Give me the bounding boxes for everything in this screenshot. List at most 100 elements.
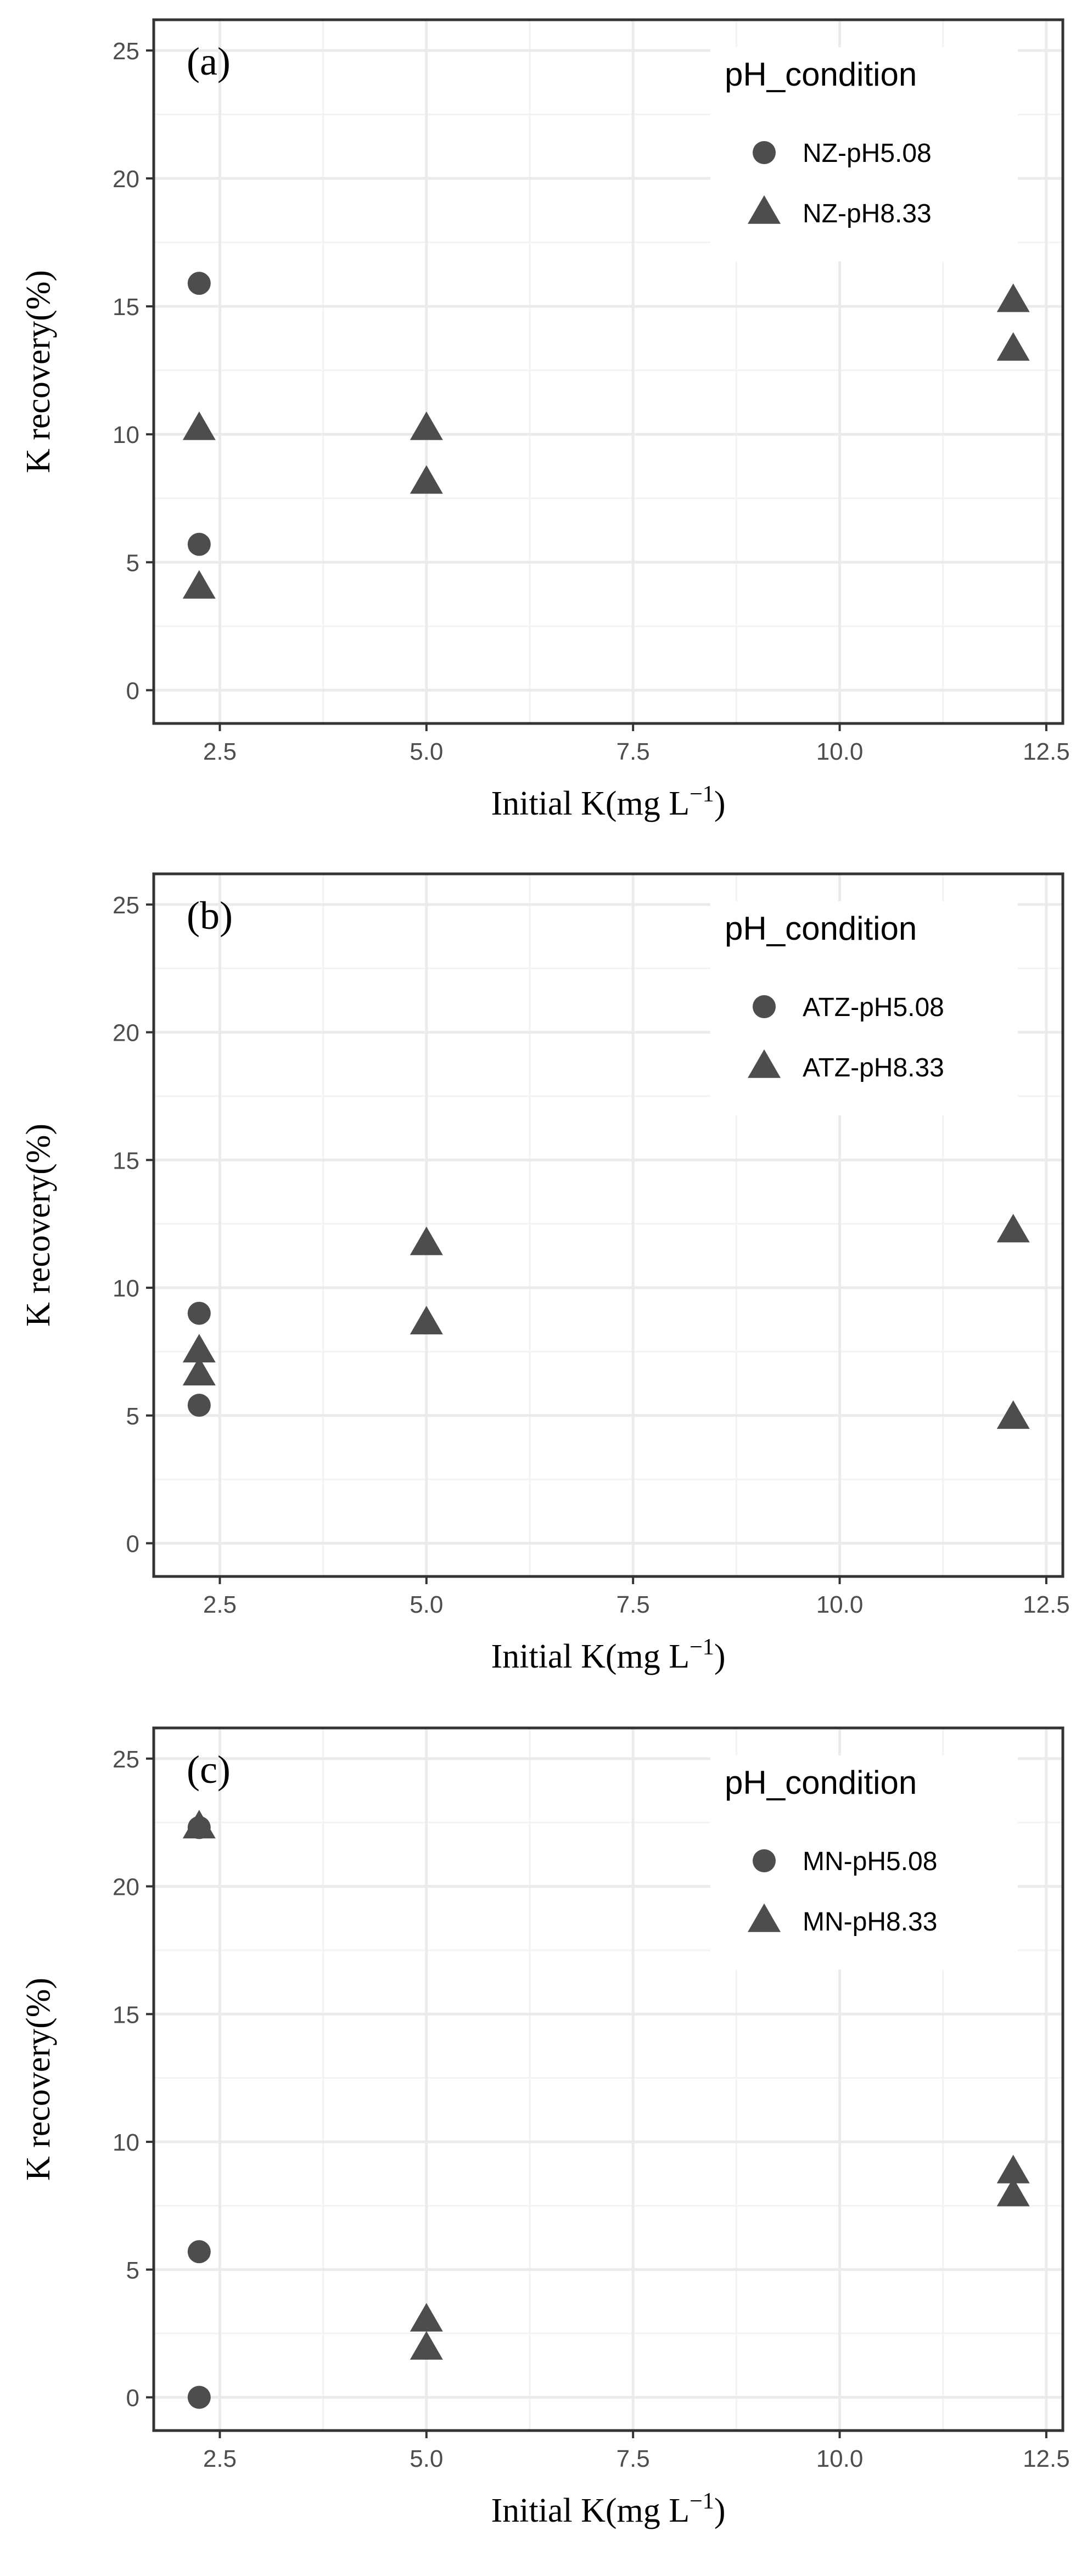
y-tick-label: 20 xyxy=(113,1874,139,1901)
y-tick-label: 20 xyxy=(113,166,139,193)
legend-title: pH_condition xyxy=(725,910,917,947)
x-axis: 2.5 5.0 7.5 10.0 12.5 xyxy=(203,1576,1070,1618)
data-point-triangle xyxy=(410,465,443,494)
y-axis: 0 5 10 15 20 25 xyxy=(113,1746,154,2411)
data-point-circle xyxy=(187,532,211,556)
legend-entry-label: MN-pH8.33 xyxy=(803,1907,937,1937)
data-point-triangle xyxy=(996,1214,1030,1243)
y-tick-label: 25 xyxy=(113,892,139,919)
data-point-triangle xyxy=(996,283,1030,312)
x-tick-label: 10.0 xyxy=(816,2445,864,2472)
x-axis: 2.5 5.0 7.5 10.0 12.5 xyxy=(203,2431,1070,2472)
x-axis-title-close: ) xyxy=(714,1638,726,1675)
x-axis-title-text: Initial K(mg L xyxy=(491,785,690,822)
x-tick-label: 12.5 xyxy=(1023,2445,1070,2472)
x-axis-title: Initial K(mg L−1) xyxy=(491,782,726,822)
x-axis: 2.5 5.0 7.5 10.0 12.5 xyxy=(203,723,1070,765)
x-tick-label: 2.5 xyxy=(203,1591,237,1618)
data-point-triangle xyxy=(996,1400,1030,1429)
data-point-triangle xyxy=(182,1334,216,1363)
legend-entry-label: NZ-pH8.33 xyxy=(803,199,932,228)
x-tick-label: 2.5 xyxy=(203,738,237,765)
panel-border xyxy=(152,1726,1064,2432)
y-axis: 0 5 10 15 20 25 xyxy=(113,38,154,704)
legend-key-circle xyxy=(753,141,776,164)
x-axis-title-superscript: −1 xyxy=(690,1635,714,1660)
x-tick-label: 5.0 xyxy=(410,738,443,765)
panel-label: (b) xyxy=(187,894,233,938)
data-point-triangle xyxy=(410,1226,443,1255)
data-point-triangle xyxy=(996,332,1030,361)
x-tick-label: 12.5 xyxy=(1023,738,1070,765)
y-tick-label: 5 xyxy=(126,549,139,576)
legend: pH_condition ATZ-pH5.08 ATZ-pH8.33 xyxy=(710,901,1018,1115)
y-tick-label: 10 xyxy=(113,422,139,448)
y-axis: 0 5 10 15 20 25 xyxy=(113,892,154,1557)
x-axis-title-close: ) xyxy=(714,785,726,822)
chart-panel-b: 0 5 10 15 20 25 2.5 5.0 7.5 10.0 12.5 Initial K(mg … xyxy=(20,872,1070,1675)
legend-entry-label: NZ-pH5.08 xyxy=(803,139,932,168)
data-point-triangle xyxy=(182,1357,216,1386)
y-tick-label: 0 xyxy=(126,677,139,704)
data-point-circle xyxy=(187,1301,211,1325)
x-axis-title-superscript: −1 xyxy=(690,782,714,807)
x-tick-label: 7.5 xyxy=(617,2445,650,2472)
series-MN-pH8.33 xyxy=(182,1810,1030,2360)
legend-entry-label: ATZ-pH5.08 xyxy=(803,993,944,1022)
data-points xyxy=(182,272,1030,599)
x-axis-title-superscript: −1 xyxy=(690,2489,714,2514)
y-axis-title: K recovery(%) xyxy=(20,1978,57,2181)
y-tick-label: 10 xyxy=(113,2129,139,2156)
data-point-triangle xyxy=(996,2154,1030,2184)
y-tick-label: 15 xyxy=(113,2001,139,2028)
panel-label: (c) xyxy=(187,1748,231,1792)
y-tick-label: 25 xyxy=(113,38,139,65)
data-point-triangle xyxy=(410,1305,443,1334)
data-point-triangle xyxy=(410,2303,443,2332)
y-tick-label: 0 xyxy=(126,1530,139,1557)
legend-key-triangle xyxy=(748,1049,781,1078)
y-axis-title: K recovery(%) xyxy=(20,1124,57,1327)
y-axis-title: K recovery(%) xyxy=(20,270,57,473)
panel-label: (a) xyxy=(187,40,231,83)
data-point-triangle xyxy=(182,1810,216,1839)
y-tick-label: 5 xyxy=(126,2257,139,2284)
data-point-circle xyxy=(187,1394,211,1417)
panel-border xyxy=(152,872,1064,1578)
series-ATZ-pH8.33 xyxy=(182,1214,1030,1429)
data-point-circle xyxy=(187,2386,211,2409)
data-points xyxy=(182,1810,1030,2409)
y-tick-label: 5 xyxy=(126,1403,139,1430)
x-axis-title-text: Initial K(mg L xyxy=(491,1638,690,1675)
chart-panel-a: 0 5 10 15 20 25 2.5 5.0 7.5 10.0 12.5 Initial K(mg … xyxy=(20,18,1070,822)
x-tick-label: 10.0 xyxy=(816,1591,864,1618)
series-ATZ-pH5.08 xyxy=(187,1301,211,1417)
x-tick-label: 10.0 xyxy=(816,738,864,765)
data-point-triangle xyxy=(410,2331,443,2360)
y-tick-label: 25 xyxy=(113,1746,139,1773)
x-tick-label: 7.5 xyxy=(617,738,650,765)
legend-entry-label: ATZ-pH8.33 xyxy=(803,1053,944,1082)
y-tick-label: 20 xyxy=(113,1020,139,1047)
y-tick-label: 10 xyxy=(113,1275,139,1302)
series-NZ-pH8.33 xyxy=(182,283,1030,599)
x-axis-title-close: ) xyxy=(714,2492,726,2529)
legend-key-circle xyxy=(753,995,776,1018)
data-point-triangle xyxy=(182,570,216,599)
legend-key-triangle xyxy=(748,1903,781,1932)
data-point-circle xyxy=(187,272,211,295)
x-tick-label: 12.5 xyxy=(1023,1591,1070,1618)
data-points xyxy=(182,1214,1030,1429)
x-tick-label: 5.0 xyxy=(410,2445,443,2472)
legend-key-circle xyxy=(753,1849,776,1872)
legend-key-triangle xyxy=(748,195,781,224)
y-tick-label: 15 xyxy=(113,1147,139,1174)
x-tick-label: 5.0 xyxy=(410,1591,443,1618)
legend-entry-label: MN-pH5.08 xyxy=(803,1847,937,1876)
x-axis-title-text: Initial K(mg L xyxy=(491,2492,690,2529)
data-point-circle xyxy=(187,2240,211,2264)
x-tick-label: 7.5 xyxy=(617,1591,650,1618)
legend-title: pH_condition xyxy=(725,56,917,93)
